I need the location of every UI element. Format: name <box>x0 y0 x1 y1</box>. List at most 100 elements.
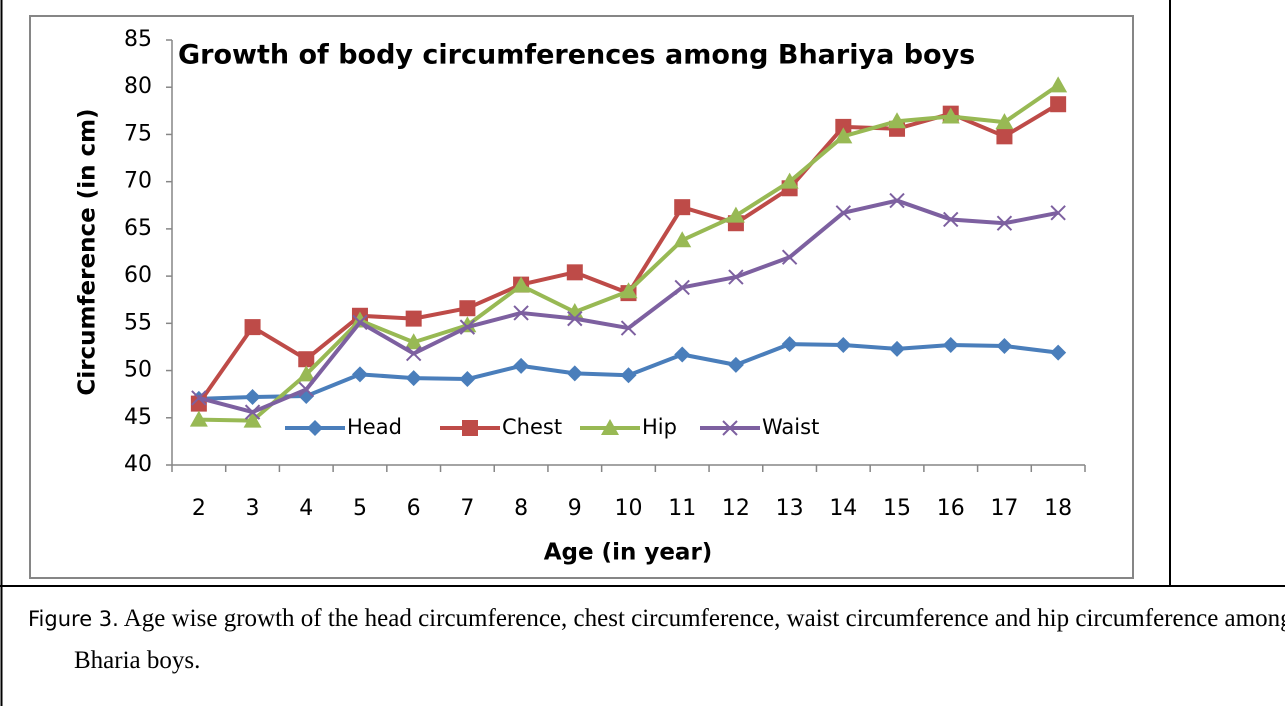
marker <box>727 356 744 373</box>
marker <box>1050 344 1067 361</box>
marker <box>996 338 1013 354</box>
x-tick-label: 15 <box>883 496 911 521</box>
y-tick-label: 75 <box>124 121 152 146</box>
y-tick-label: 65 <box>124 216 152 241</box>
marker <box>459 319 476 335</box>
marker <box>943 211 959 228</box>
marker <box>298 351 315 368</box>
y-tick-label: 50 <box>124 358 152 383</box>
x-tick-label: 13 <box>776 496 804 521</box>
marker <box>298 381 314 398</box>
marker <box>297 365 316 382</box>
marker <box>405 345 422 362</box>
marker <box>889 192 905 209</box>
marker <box>835 118 852 135</box>
marker <box>566 365 583 382</box>
marker <box>888 112 907 129</box>
marker <box>243 411 262 428</box>
legend-label: Hip <box>642 415 677 439</box>
chart-title: Growth of body circumferences among Bhar… <box>178 40 975 71</box>
marker <box>781 249 798 265</box>
y-tick-label: 80 <box>124 74 152 99</box>
marker <box>674 199 691 216</box>
marker <box>726 206 745 223</box>
marker <box>674 346 691 363</box>
marker <box>513 357 530 374</box>
x-tick-label: 9 <box>568 496 582 521</box>
x-tick-label: 7 <box>460 496 474 521</box>
marker <box>307 420 323 436</box>
marker <box>459 371 476 388</box>
marker <box>459 300 476 317</box>
marker <box>405 310 422 327</box>
marker <box>889 340 906 357</box>
marker <box>942 337 959 354</box>
caption-label: Figure 3. <box>28 607 119 631</box>
x-tick-label: 6 <box>407 496 421 521</box>
x-tick-label: 4 <box>299 496 313 521</box>
marker <box>566 264 583 281</box>
y-tick-label: 60 <box>124 263 152 288</box>
caption-text: Age wise growth of the head circumferenc… <box>74 605 1285 674</box>
marker <box>567 310 583 327</box>
legend-label: Head <box>347 415 402 439</box>
marker <box>619 282 638 299</box>
marker <box>722 420 738 436</box>
x-axis-label: Age (in year) <box>544 540 713 566</box>
y-tick-label: 85 <box>124 27 152 52</box>
marker <box>405 370 422 387</box>
marker <box>352 314 368 331</box>
marker <box>674 279 690 296</box>
marker <box>728 269 744 285</box>
marker <box>620 320 637 336</box>
x-tick-label: 8 <box>514 496 528 521</box>
y-tick-label: 40 <box>124 452 152 477</box>
marker <box>244 404 261 420</box>
x-tick-label: 5 <box>353 496 367 521</box>
marker <box>834 127 853 144</box>
x-tick-label: 2 <box>192 496 206 521</box>
x-tick-label: 18 <box>1044 496 1072 521</box>
marker <box>995 113 1014 130</box>
y-tick-label: 45 <box>124 405 152 430</box>
marker <box>1049 76 1068 93</box>
caption: Figure 3. Age wise growth of the head ci… <box>28 598 1285 682</box>
marker <box>404 333 423 350</box>
legend-label: Waist <box>762 415 819 439</box>
marker <box>1050 96 1067 113</box>
marker <box>244 389 261 405</box>
marker <box>244 319 261 336</box>
x-tick-label: 3 <box>246 496 260 521</box>
y-tick-label: 55 <box>124 310 152 335</box>
y-axis-label: Circumference (in cm) <box>75 108 101 395</box>
marker <box>351 366 368 383</box>
marker <box>835 337 852 354</box>
marker <box>996 128 1013 145</box>
marker <box>780 172 799 189</box>
marker <box>620 367 637 384</box>
marker <box>191 390 207 406</box>
marker <box>512 276 531 293</box>
x-tick-label: 14 <box>829 496 857 521</box>
marker <box>781 336 798 353</box>
marker <box>462 420 478 436</box>
x-tick-label: 10 <box>615 496 643 521</box>
marker <box>673 231 692 248</box>
x-tick-label: 11 <box>668 496 696 521</box>
marker <box>996 215 1013 231</box>
chart-border <box>29 15 1134 579</box>
marker <box>835 205 852 221</box>
series-line <box>197 102 1060 405</box>
x-tick-label: 16 <box>937 496 965 521</box>
marker <box>189 410 208 427</box>
marker <box>601 419 619 435</box>
marker <box>1050 205 1066 221</box>
x-tick-label: 12 <box>722 496 750 521</box>
marker <box>513 305 529 321</box>
legend-label: Chest <box>502 415 562 439</box>
x-tick-label: 17 <box>990 496 1018 521</box>
y-tick-label: 70 <box>124 169 152 194</box>
marker <box>941 107 960 124</box>
